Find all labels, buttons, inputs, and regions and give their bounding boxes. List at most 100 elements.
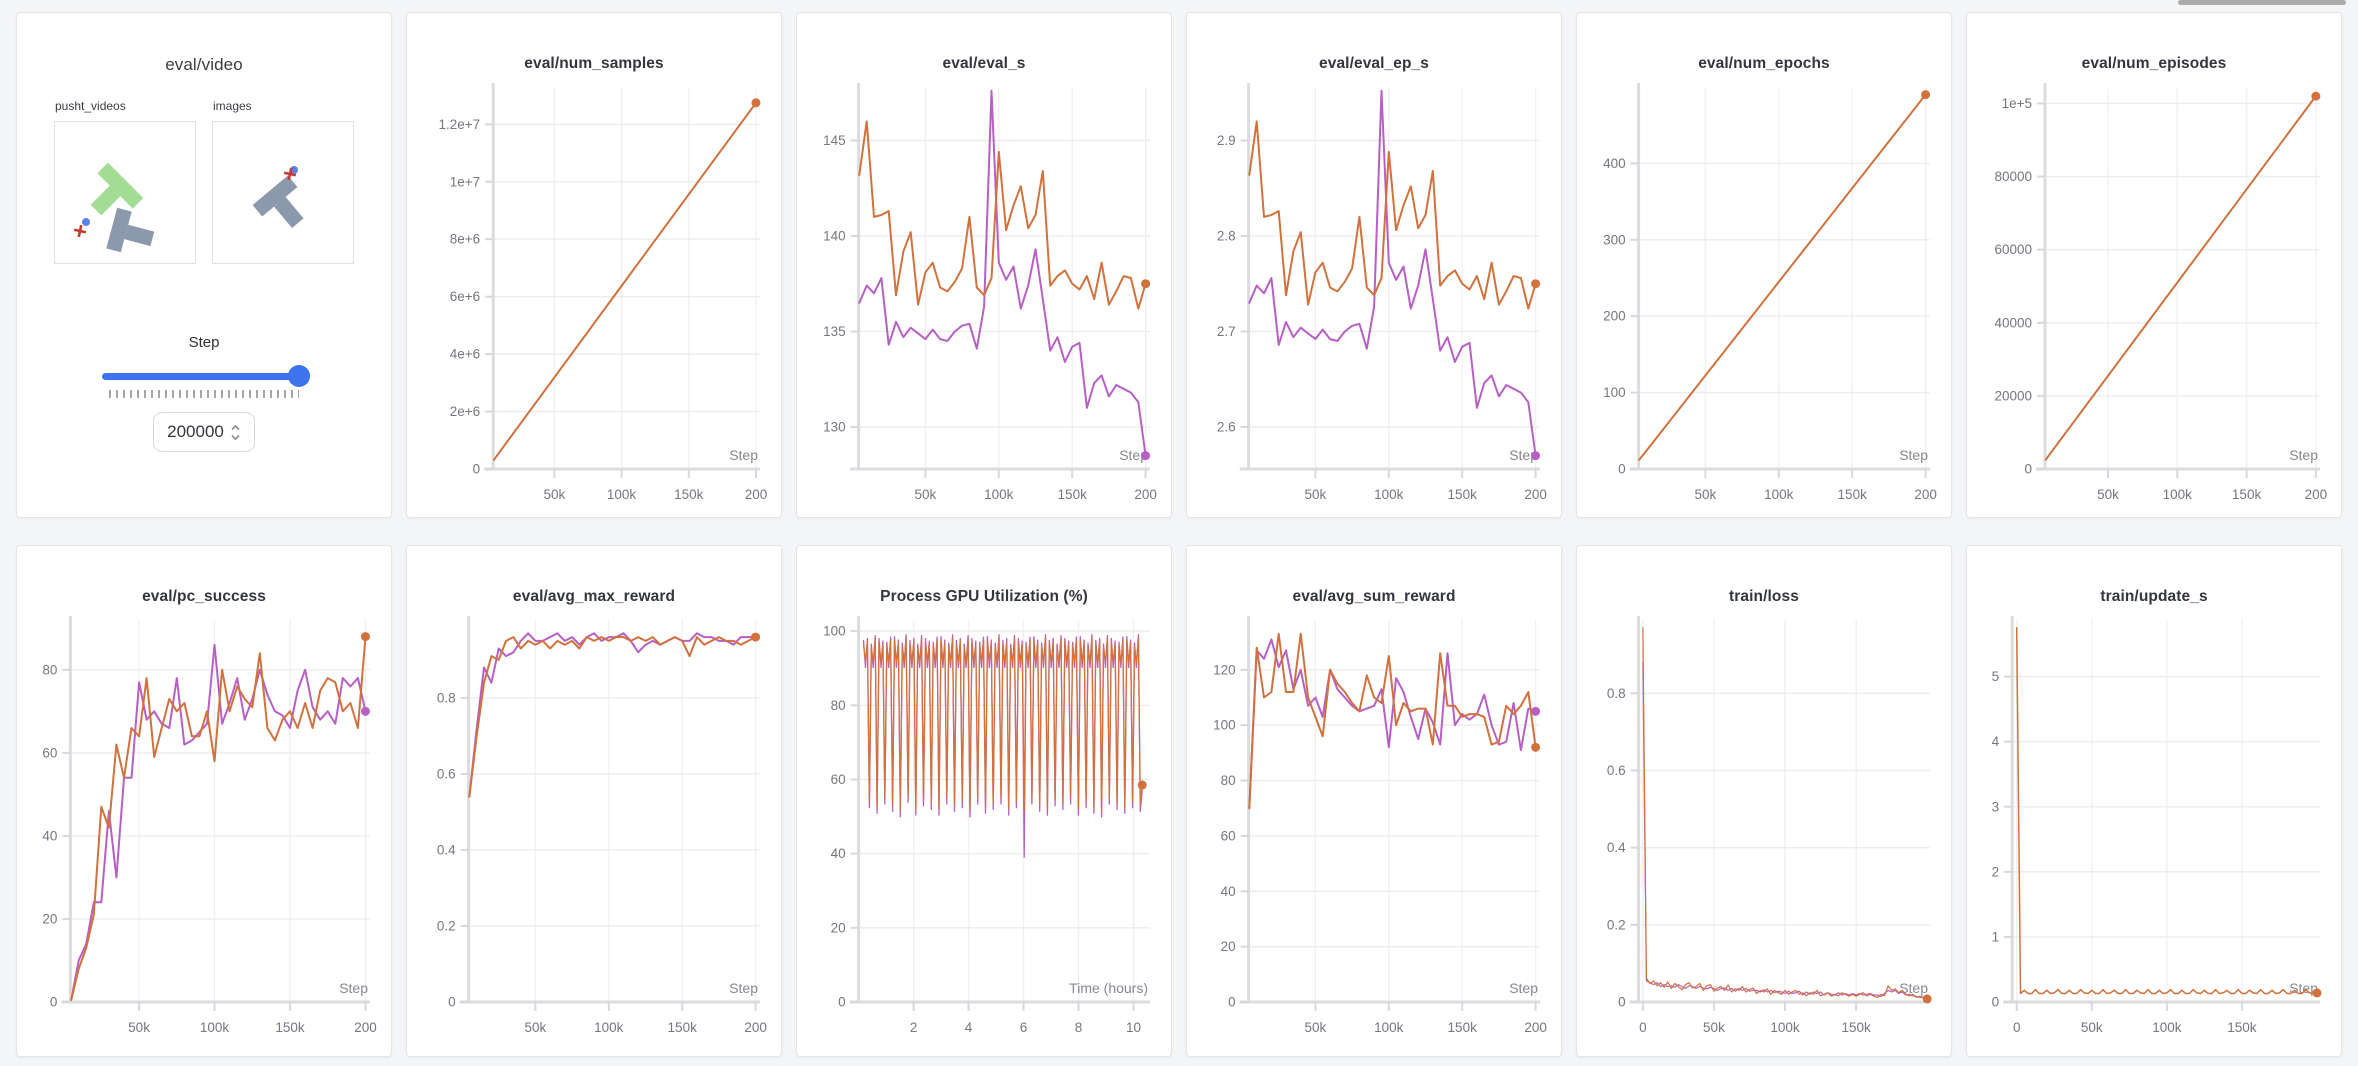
svg-text:400: 400: [1603, 156, 1626, 171]
svg-text:80: 80: [42, 662, 57, 677]
svg-text:0.6: 0.6: [437, 766, 456, 781]
gray-tee-shape: [106, 207, 155, 253]
svg-text:2.8: 2.8: [1217, 228, 1236, 243]
panel-train-loss: train/loss 0 0.2 0.4 0.6 0.8 0 50k 100k 150k Step: [1576, 545, 1952, 1057]
svg-text:200: 200: [1914, 487, 1937, 502]
svg-text:8e+6: 8e+6: [450, 232, 480, 247]
panel-title: eval/pc_success: [142, 588, 266, 605]
svg-text:50k: 50k: [915, 487, 937, 502]
goal-cross: [73, 224, 87, 238]
chart-process-gpu-utilization[interactable]: 0 20 40 60 80 100 2 4 6 8 10 Time (hours): [798, 610, 1170, 1054]
slider-tick-marks: [109, 390, 299, 398]
svg-text:1.2e+7: 1.2e+7: [439, 117, 481, 132]
svg-text:60: 60: [831, 772, 846, 787]
svg-text:20000: 20000: [1994, 388, 2032, 403]
panel-title: Process GPU Utilization (%): [880, 588, 1088, 605]
chart-eval-num-epochs[interactable]: 0 100 200 300 400 50k 100k 150k 200 Step: [1578, 77, 1950, 518]
svg-text:200: 200: [2305, 487, 2328, 502]
panel-title: eval/eval_ep_s: [1319, 55, 1429, 72]
svg-text:Step: Step: [1119, 447, 1148, 463]
svg-text:2e+6: 2e+6: [450, 404, 480, 419]
svg-text:300: 300: [1603, 232, 1626, 247]
chart-eval-avg-max-reward[interactable]: 0 0.2 0.4 0.6 0.8 50k 100k 150k 200 Step: [408, 610, 780, 1054]
svg-text:6e+6: 6e+6: [450, 289, 480, 304]
svg-text:2: 2: [1992, 864, 2000, 879]
horizontal-scrollbar-thumb[interactable]: [2178, 0, 2346, 5]
panel-title: eval/num_episodes: [2081, 55, 2227, 72]
svg-text:200: 200: [1603, 309, 1626, 324]
svg-text:50k: 50k: [1305, 1020, 1327, 1035]
slider-thumb[interactable]: [288, 365, 310, 387]
svg-text:40: 40: [831, 846, 846, 861]
svg-text:80: 80: [831, 698, 846, 713]
svg-text:0: 0: [448, 995, 456, 1010]
panel-title: eval/num_samples: [524, 55, 664, 72]
panel-title: eval/num_epochs: [1698, 55, 1830, 72]
svg-text:Step: Step: [1899, 980, 1928, 996]
media-pusht-videos: pusht_videos: [54, 99, 196, 264]
svg-text:2.7: 2.7: [1217, 324, 1236, 339]
svg-text:100k: 100k: [1374, 487, 1404, 502]
svg-text:0: 0: [50, 995, 58, 1010]
svg-text:150k: 150k: [275, 1020, 305, 1035]
media-label-images: images: [213, 99, 252, 113]
svg-text:50k: 50k: [2081, 1020, 2103, 1035]
svg-text:0.2: 0.2: [1607, 917, 1626, 932]
svg-text:0: 0: [2024, 462, 2032, 477]
media-row: pusht_videos: [17, 99, 391, 264]
svg-text:0.8: 0.8: [1607, 686, 1626, 701]
svg-text:80000: 80000: [1994, 169, 2032, 184]
svg-text:2: 2: [910, 1020, 918, 1035]
svg-text:100: 100: [1213, 718, 1236, 733]
chart-eval-eval-s[interactable]: 130 135 140 145 50k 100k 150k 200 Step: [798, 77, 1170, 518]
svg-text:Step: Step: [2289, 447, 2318, 463]
svg-text:200: 200: [1134, 487, 1157, 502]
chart-eval-num-episodes[interactable]: 0 20000 40000 60000 80000 1e+5 50k 100k 150k 200 S…: [1968, 77, 2340, 518]
chart-eval-pc-success[interactable]: 0 20 40 60 80 50k 100k 150k 200 Step: [18, 610, 390, 1054]
stepper-icons[interactable]: [230, 423, 241, 442]
svg-text:50k: 50k: [1695, 487, 1717, 502]
svg-text:135: 135: [823, 324, 846, 339]
svg-text:50k: 50k: [1703, 1020, 1725, 1035]
images-thumbnail[interactable]: [212, 121, 354, 264]
svg-text:8: 8: [1075, 1020, 1083, 1035]
svg-text:0: 0: [1618, 995, 1626, 1010]
svg-text:50k: 50k: [543, 487, 565, 502]
chart-eval-eval-ep-s[interactable]: 2.6 2.7 2.8 2.9 50k 100k 150k 200 Step: [1188, 77, 1560, 518]
svg-text:2.9: 2.9: [1217, 133, 1236, 148]
stepper-down-icon[interactable]: [230, 433, 241, 442]
stepper-up-icon[interactable]: [230, 423, 241, 432]
svg-text:40: 40: [1221, 884, 1236, 899]
svg-text:0: 0: [2013, 1020, 2021, 1035]
agent-dot: [82, 218, 90, 226]
svg-text:0.8: 0.8: [437, 690, 456, 705]
svg-text:100k: 100k: [607, 487, 637, 502]
svg-text:20: 20: [42, 911, 57, 926]
svg-text:0.4: 0.4: [437, 842, 456, 857]
svg-text:60: 60: [1221, 828, 1236, 843]
svg-text:145: 145: [823, 133, 846, 148]
svg-text:2.6: 2.6: [1217, 419, 1236, 434]
chart-train-loss[interactable]: 0 0.2 0.4 0.6 0.8 0 50k 100k 150k Step: [1578, 610, 1950, 1054]
svg-text:100: 100: [1603, 385, 1626, 400]
svg-text:1e+5: 1e+5: [2002, 96, 2032, 111]
chart-eval-avg-sum-reward[interactable]: 0 20 40 60 80 100 120 50k 100k 150k 200 Step: [1188, 610, 1560, 1054]
svg-text:150k: 150k: [1841, 1020, 1871, 1035]
svg-text:0: 0: [1618, 462, 1626, 477]
chart-eval-num-samples[interactable]: 0 2e+6 4e+6 6e+6 8e+6 1e+7 1.2e+7 50k 100k 150k 20…: [408, 77, 780, 518]
svg-text:140: 140: [823, 228, 846, 243]
svg-text:40: 40: [42, 828, 57, 843]
svg-text:200: 200: [744, 1020, 767, 1035]
pusht-videos-thumbnail[interactable]: [54, 121, 196, 264]
svg-text:50k: 50k: [2097, 487, 2119, 502]
panel-title: train/loss: [1729, 588, 1799, 605]
step-slider[interactable]: [102, 365, 310, 387]
svg-text:Step: Step: [339, 980, 368, 996]
svg-text:150k: 150k: [674, 487, 704, 502]
goal-cross: [283, 167, 297, 181]
panel-eval-eval-s: eval/eval_s 130 135 140 145 50k 100k 150k 200 St…: [796, 12, 1172, 518]
image-scene-icon: [252, 166, 304, 229]
svg-text:130: 130: [823, 419, 846, 434]
step-value-input[interactable]: 200000: [153, 412, 255, 452]
